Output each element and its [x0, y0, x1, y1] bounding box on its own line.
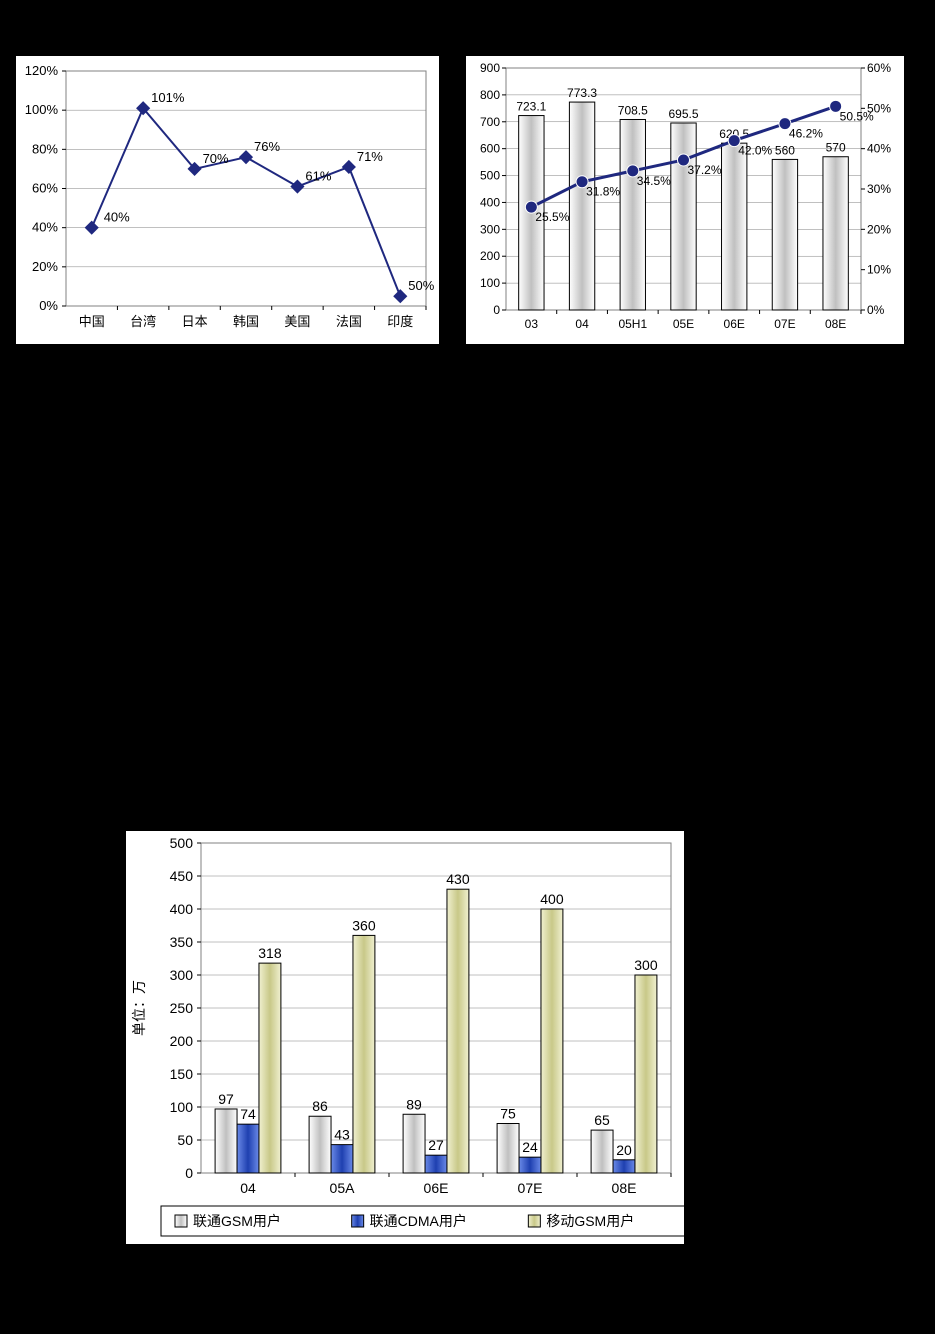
svg-text:40%: 40%: [104, 210, 130, 225]
svg-text:50.5%: 50.5%: [840, 109, 874, 123]
svg-text:31.8%: 31.8%: [586, 185, 620, 199]
svg-text:300: 300: [480, 222, 500, 236]
svg-text:单位：万: 单位：万: [131, 980, 147, 1036]
svg-text:30%: 30%: [867, 182, 891, 196]
grouped-bar-chart-users: 0 50 100 150 200 250 300 350 400 450 500 单位：万 97 74 31…: [125, 830, 685, 1245]
line-chart-penetration: 0% 20% 40% 60% 80% 100% 120% 中国 台湾 日本 韩国 美国 法国 印度 40% 1…: [15, 55, 440, 345]
svg-text:03: 03: [525, 317, 539, 331]
svg-text:400: 400: [540, 891, 564, 907]
svg-text:美国: 美国: [284, 314, 310, 329]
svg-text:50%: 50%: [408, 278, 434, 293]
svg-text:350: 350: [170, 934, 194, 950]
svg-text:70%: 70%: [203, 151, 229, 166]
svg-text:300: 300: [634, 957, 658, 973]
svg-text:318: 318: [258, 945, 282, 961]
svg-text:20%: 20%: [867, 222, 891, 236]
svg-text:150: 150: [170, 1066, 194, 1082]
svg-text:0%: 0%: [39, 298, 58, 313]
svg-text:台湾: 台湾: [130, 314, 156, 329]
svg-text:708.5: 708.5: [618, 103, 648, 117]
svg-text:42.0%: 42.0%: [738, 144, 772, 158]
svg-text:0: 0: [493, 303, 500, 317]
svg-text:200: 200: [170, 1033, 194, 1049]
svg-text:450: 450: [170, 868, 194, 884]
svg-text:韩国: 韩国: [233, 314, 259, 329]
svg-text:400: 400: [170, 901, 194, 917]
svg-text:印度: 印度: [387, 314, 413, 329]
svg-text:40%: 40%: [867, 142, 891, 156]
svg-text:97: 97: [218, 1091, 234, 1107]
svg-text:06E: 06E: [724, 317, 745, 331]
svg-text:80%: 80%: [32, 141, 58, 156]
svg-text:695.5: 695.5: [668, 107, 698, 121]
svg-text:60%: 60%: [867, 61, 891, 75]
svg-text:46.2%: 46.2%: [789, 127, 823, 141]
svg-text:37.2%: 37.2%: [688, 163, 722, 177]
svg-text:400: 400: [480, 195, 500, 209]
svg-text:900: 900: [480, 61, 500, 75]
svg-text:300: 300: [170, 967, 194, 983]
svg-text:0%: 0%: [867, 303, 885, 317]
svg-text:100: 100: [170, 1099, 194, 1115]
svg-text:250: 250: [170, 1000, 194, 1016]
svg-text:800: 800: [480, 88, 500, 102]
svg-text:05E: 05E: [673, 317, 694, 331]
svg-text:中国: 中国: [79, 314, 105, 329]
svg-text:40%: 40%: [32, 220, 58, 235]
svg-text:65: 65: [594, 1112, 610, 1128]
svg-text:05A: 05A: [330, 1180, 356, 1196]
bar-line-chart-dual-axis: 0 100 200 300 400 500 600 700 800 900 0% 10% 20% 30% 4…: [465, 55, 905, 345]
svg-text:20: 20: [616, 1142, 632, 1158]
svg-text:700: 700: [480, 115, 500, 129]
svg-text:100%: 100%: [25, 102, 59, 117]
svg-text:200: 200: [480, 249, 500, 263]
svg-text:75: 75: [500, 1106, 516, 1122]
svg-text:43: 43: [334, 1127, 350, 1143]
svg-text:08E: 08E: [825, 317, 846, 331]
svg-text:07E: 07E: [518, 1180, 543, 1196]
svg-text:74: 74: [240, 1106, 256, 1122]
svg-text:05H1: 05H1: [618, 317, 647, 331]
svg-text:07E: 07E: [774, 317, 795, 331]
svg-text:联通CDMA用户: 联通CDMA用户: [370, 1213, 467, 1229]
svg-text:法国: 法国: [336, 314, 362, 329]
svg-text:89: 89: [406, 1096, 422, 1112]
svg-text:27: 27: [428, 1137, 444, 1153]
svg-text:71%: 71%: [357, 149, 383, 164]
svg-text:560: 560: [775, 143, 795, 157]
svg-text:60%: 60%: [32, 181, 58, 196]
svg-text:20%: 20%: [32, 259, 58, 274]
svg-text:50: 50: [177, 1132, 193, 1148]
svg-text:360: 360: [352, 917, 376, 933]
svg-text:04: 04: [575, 317, 589, 331]
svg-text:430: 430: [446, 871, 470, 887]
svg-text:500: 500: [170, 835, 194, 851]
svg-text:600: 600: [480, 142, 500, 156]
svg-text:0: 0: [185, 1165, 193, 1181]
svg-text:34.5%: 34.5%: [637, 174, 671, 188]
svg-text:10%: 10%: [867, 263, 891, 277]
svg-text:570: 570: [826, 141, 846, 155]
svg-text:76%: 76%: [254, 139, 280, 154]
svg-text:120%: 120%: [25, 63, 59, 78]
svg-text:100: 100: [480, 276, 500, 290]
svg-text:联通GSM用户: 联通GSM用户: [193, 1213, 281, 1229]
svg-text:723.1: 723.1: [516, 100, 546, 114]
svg-text:24: 24: [522, 1139, 538, 1155]
svg-text:500: 500: [480, 169, 500, 183]
svg-text:61%: 61%: [305, 169, 331, 184]
svg-text:86: 86: [312, 1098, 328, 1114]
svg-text:25.5%: 25.5%: [535, 210, 569, 224]
svg-text:08E: 08E: [612, 1180, 637, 1196]
svg-text:101%: 101%: [151, 90, 185, 105]
svg-text:06E: 06E: [424, 1180, 449, 1196]
svg-text:773.3: 773.3: [567, 86, 597, 100]
svg-text:04: 04: [240, 1180, 256, 1196]
svg-text:移动GSM用户: 移动GSM用户: [546, 1213, 634, 1229]
svg-text:日本: 日本: [182, 314, 208, 329]
